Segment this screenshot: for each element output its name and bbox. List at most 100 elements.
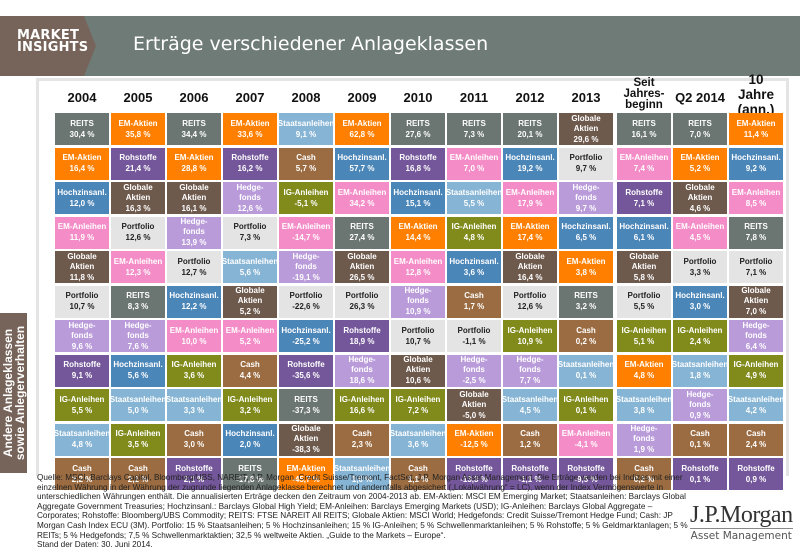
asset-label: Globale	[515, 251, 545, 261]
asset-label: fonds	[575, 192, 597, 202]
return-cell: Hochzinsanl. 19,2 %	[503, 147, 557, 180]
asset-label: EM-Anleihen	[505, 187, 555, 197]
asset-label: Cash	[464, 291, 484, 300]
asset-label: Staatsanleihen	[277, 118, 335, 128]
column-header-line: 2007	[235, 89, 265, 105]
return-cell: Portfolio 10,7 %	[391, 320, 445, 352]
return-cell: Hochzinsanl. 6,5 %	[559, 216, 613, 249]
return-value: 3,2 %	[239, 405, 261, 415]
asset-label: EM-Aktien	[510, 222, 550, 231]
return-cell: Globale Aktien -38,3 %	[279, 423, 333, 456]
asset-label: Cash	[576, 325, 596, 335]
return-value: 7,2 %	[407, 405, 429, 415]
return-value: 28,8 %	[181, 164, 207, 173]
asset-label: fonds	[239, 192, 261, 202]
return-value: 7,3 %	[463, 129, 485, 139]
asset-label: EM-Anleihen	[675, 222, 725, 231]
return-value: 0,9 %	[689, 410, 711, 420]
asset-label: Staatsanleihen	[333, 463, 391, 473]
return-value: 0,1 %	[575, 371, 597, 380]
return-cell: Staatsanleihen 0,1 %	[558, 354, 614, 387]
return-value: 18,6 %	[349, 376, 375, 385]
column-header: 2004	[55, 85, 109, 109]
return-cell: Rohstoffe -13,3 %	[447, 458, 501, 490]
column-header-line: 2013	[571, 89, 601, 105]
return-value: 3,0 %	[183, 440, 205, 449]
asset-label: EM-Aktien	[286, 463, 326, 473]
return-value: 12,3 %	[125, 267, 151, 277]
asset-label: Cash	[690, 429, 710, 438]
column-header: 2007	[223, 85, 277, 109]
return-cell: EM-Anleihen 12,3 %	[111, 251, 165, 283]
return-cell: Cash 5,7 %	[279, 147, 333, 180]
asset-label: fonds	[633, 434, 655, 443]
asset-label: Hedge-	[236, 182, 264, 192]
return-cell: Globale Aktien 7,0 %	[729, 285, 783, 318]
return-value: 1,7 %	[463, 302, 485, 311]
asset-label: REITS	[70, 118, 94, 128]
asset-label: Portfolio	[569, 153, 603, 162]
return-cell: Portfolio -22,6 %	[279, 285, 333, 318]
asset-label: EM-Aktien	[624, 360, 664, 369]
asset-label: Rohstoffe	[175, 463, 213, 473]
asset-label: fonds	[689, 399, 711, 409]
return-value: 6,4 %	[745, 341, 767, 351]
return-value: 7,0 %	[463, 164, 485, 173]
return-cell: EM-Anleihen 12,8 %	[391, 251, 445, 283]
return-value: 16,3 %	[125, 203, 151, 213]
asset-label: Hochzinsanl.	[57, 187, 107, 197]
return-value: 3,8 %	[575, 267, 597, 277]
return-value: 3,6 %	[463, 267, 485, 277]
return-value: 16,1 %	[181, 203, 207, 213]
asset-label: Portfolio	[457, 325, 491, 335]
asset-label: EM-Anleihen	[281, 222, 331, 231]
return-cell: Hedge-fonds 7,7 %	[503, 354, 557, 387]
return-cell: Hochzinsanl. 15,1 %	[391, 182, 445, 214]
return-value: 16,8 %	[405, 164, 431, 173]
return-value: 10,9 %	[517, 336, 543, 346]
return-cell: REITS 30,4 %	[55, 113, 109, 145]
asset-label: EM-Aktien	[454, 429, 494, 438]
side-label-line-1: Andere Anlageklassen	[0, 328, 15, 458]
return-value: 5,1 %	[633, 336, 655, 346]
return-value: 5,6 %	[127, 371, 149, 380]
asset-label: Cash	[408, 463, 428, 473]
return-cell: Rohstoffe 18,9 %	[335, 320, 389, 352]
return-value: 8,3 %	[127, 302, 149, 311]
return-cell: Rohstoffe 16,8 %	[391, 147, 445, 180]
return-cell: Hedge-fonds 7,6 %	[111, 320, 165, 352]
jpmorgan-logo: J.P.Morgan Asset Management	[690, 503, 793, 542]
return-cell: IG-Anleihen 7,2 %	[391, 389, 445, 421]
return-cell: EM-Anleihen 34,2 %	[335, 182, 389, 214]
return-cell: IG-Anleihen 10,9 %	[503, 320, 557, 352]
asset-label: IG-Anleihen	[227, 394, 273, 404]
asset-label: Aktien	[743, 296, 769, 305]
asset-label: Rohstoffe	[567, 463, 605, 473]
return-value: 5,0 %	[127, 405, 149, 415]
return-cell: Staatsanleihen 4,2 %	[728, 389, 784, 421]
return-value: 20,1 %	[517, 129, 543, 139]
return-value: 7,0 %	[745, 307, 767, 316]
return-cell: Hochzinsanl. 12,0 %	[55, 182, 109, 214]
column-header: 2010	[391, 85, 445, 109]
return-value: 4,8 %	[633, 371, 655, 380]
asset-label: Hochzinsanl.	[393, 187, 443, 197]
return-cell: EM-Aktien 3,8 %	[559, 251, 613, 283]
return-value: 12,6 %	[517, 302, 543, 311]
asset-label: Cash	[296, 153, 316, 162]
asset-label: Rohstoffe	[511, 463, 549, 473]
return-value: 12,6 %	[125, 233, 151, 242]
return-cell: EM-Aktien 33,6 %	[223, 113, 277, 145]
return-value: 4,9 %	[745, 371, 767, 380]
column-header-line: 2012	[515, 89, 545, 105]
asset-label: Rohstoffe	[399, 153, 437, 162]
return-value: 16,4 %	[517, 272, 543, 282]
return-value: 10,0 %	[181, 336, 207, 346]
asset-label: Hedge-	[686, 389, 714, 399]
asset-label: Globale	[179, 182, 209, 192]
asset-label: Rohstoffe	[231, 153, 269, 162]
asset-label: Hochzinsanl.	[619, 222, 669, 231]
asset-label: Hochzinsanl.	[449, 256, 499, 266]
asset-label: Globale	[403, 355, 433, 364]
brand-logo: MARKET INSIGHTS	[17, 29, 88, 54]
